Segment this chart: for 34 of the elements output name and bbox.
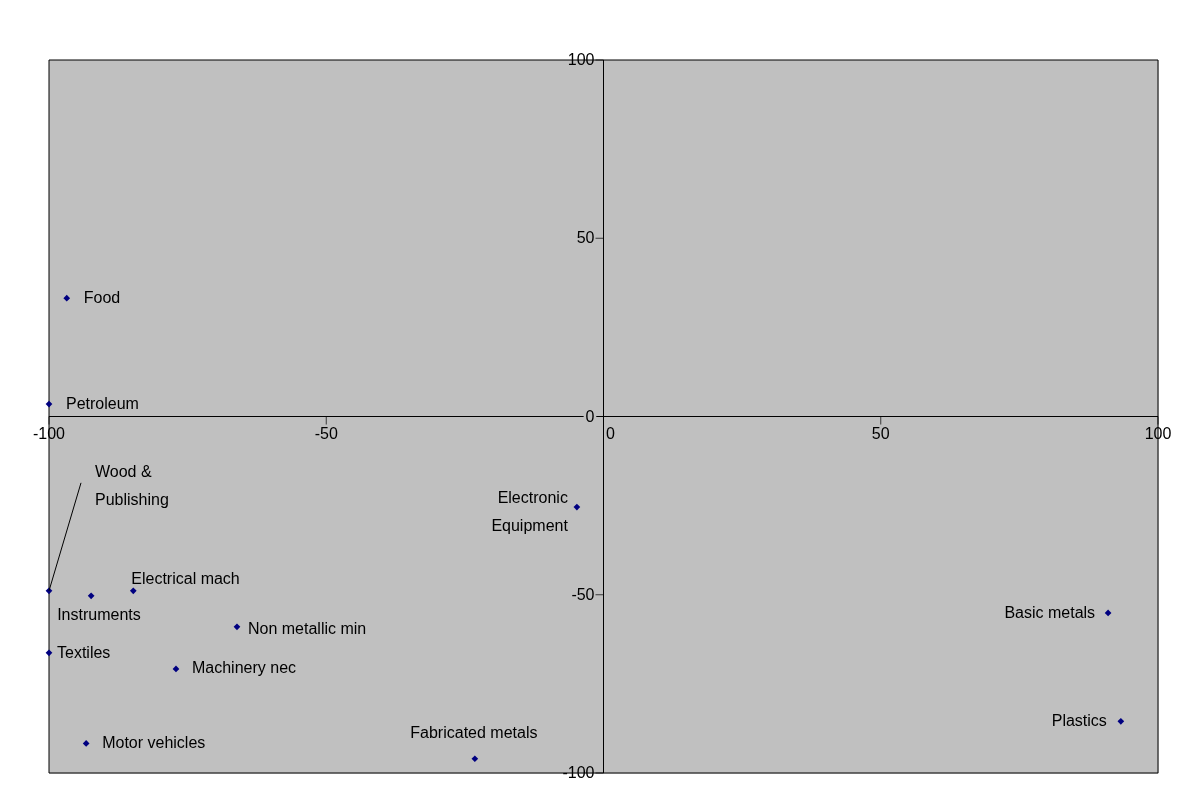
x-tick-label: 50 xyxy=(871,424,890,442)
point xyxy=(471,755,479,763)
x-tick-label: -50 xyxy=(314,424,338,442)
x-tick-label: -100 xyxy=(32,424,66,442)
point xyxy=(129,587,137,595)
point xyxy=(172,665,180,673)
point xyxy=(233,623,241,631)
point xyxy=(82,740,90,747)
y-tick-label: -100 xyxy=(562,764,595,781)
annotation: Instruments xyxy=(57,605,141,623)
point xyxy=(63,294,71,302)
point xyxy=(1117,717,1125,725)
annotation: Motor vehicles xyxy=(102,734,206,752)
annotation: Textiles xyxy=(57,643,111,661)
point xyxy=(45,400,53,408)
x-tick-label: 0 xyxy=(606,424,616,442)
point xyxy=(87,592,95,600)
point xyxy=(45,649,53,657)
annotation: Basic metals xyxy=(1004,603,1096,621)
point xyxy=(1104,609,1112,617)
annotation: Non metallic min xyxy=(247,619,367,637)
point xyxy=(573,503,581,511)
annotation: Wood & Publishing xyxy=(95,462,169,508)
annotation: Machinery nec xyxy=(191,658,297,676)
x-tick-label: 100 xyxy=(1144,424,1172,442)
annotation: Plastics xyxy=(1051,712,1107,730)
annotation: Electrical mach xyxy=(131,569,240,587)
annotation: Food xyxy=(83,289,121,307)
annotation: Petroleum xyxy=(66,395,139,413)
y-tick-label: 100 xyxy=(567,51,595,68)
y-tick-label: -50 xyxy=(571,585,595,603)
y-tick-label: 50 xyxy=(576,229,595,247)
annotation: Electronic Equipment xyxy=(491,489,569,535)
annotation: Fabricated metals xyxy=(410,723,538,741)
